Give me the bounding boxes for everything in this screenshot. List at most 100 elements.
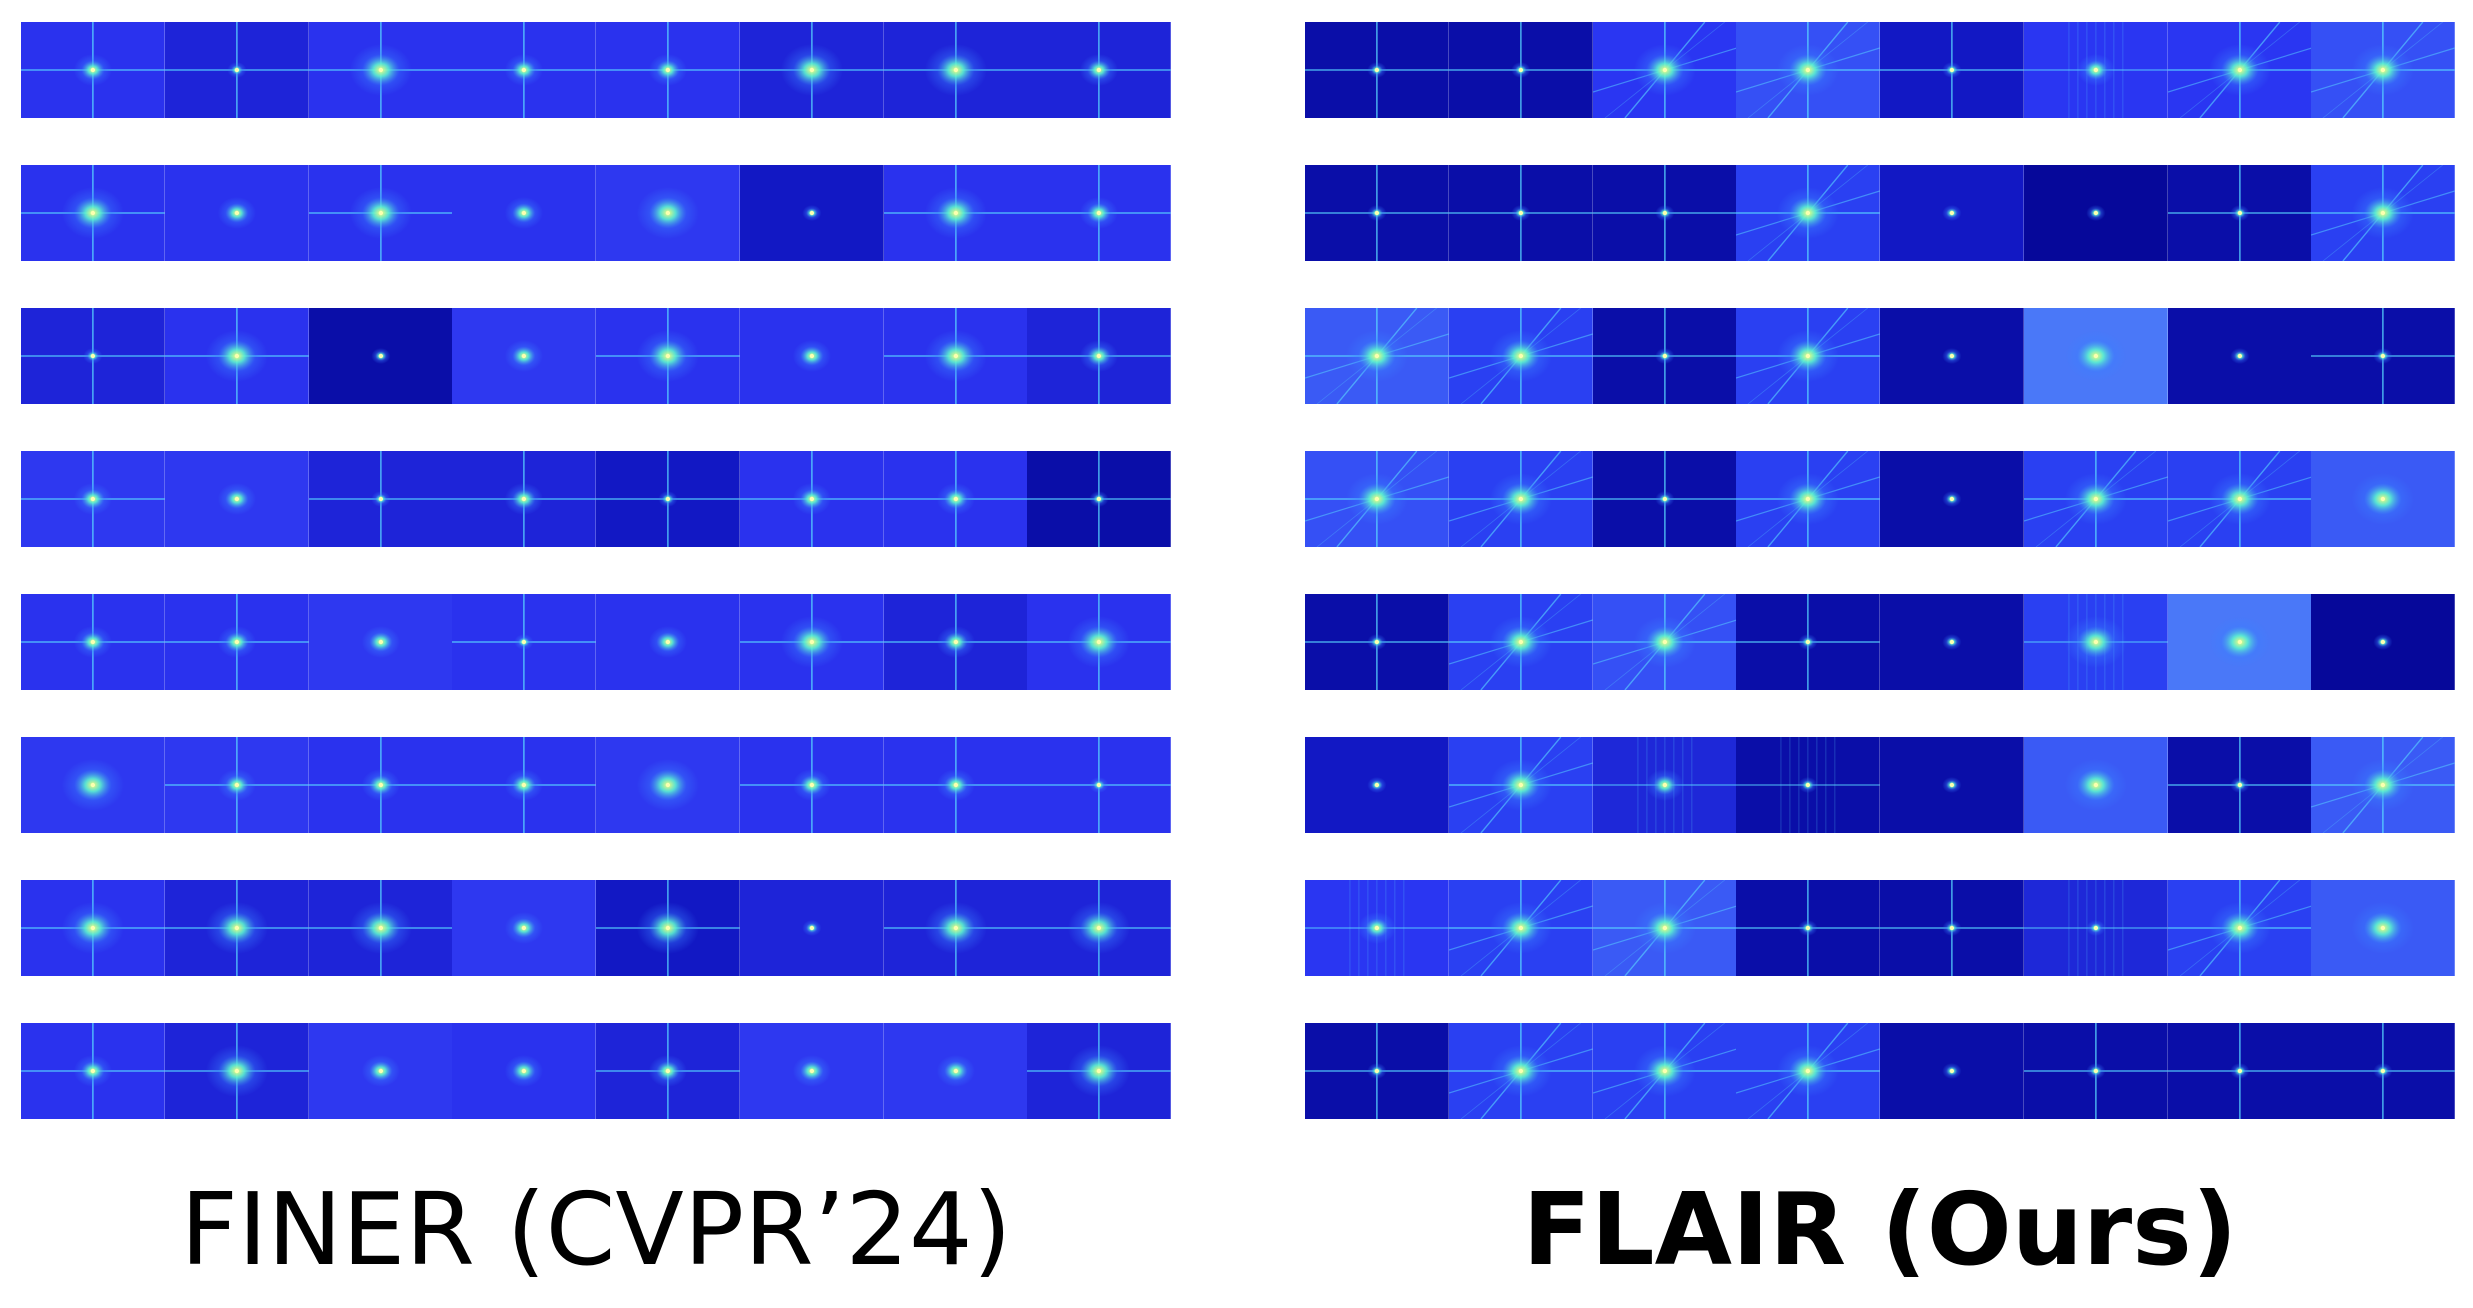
spectrum-tile <box>2167 880 2312 976</box>
spectrum-tile <box>2167 22 2312 118</box>
spectrum-tile <box>739 1023 884 1119</box>
spectrum-tile <box>308 880 453 976</box>
spectrum-tile <box>2167 1023 2312 1119</box>
spectrum-tile <box>1305 594 1449 690</box>
spectrum-row <box>1305 737 2455 833</box>
spectrum-tile <box>2023 594 2168 690</box>
spectrum-tile <box>308 22 453 118</box>
spectrum-tile <box>21 880 165 976</box>
spectrum-tile <box>1448 594 1593 690</box>
spectrum-tile <box>1448 308 1593 404</box>
spectrum-tile <box>2167 737 2312 833</box>
spectrum-tile <box>1736 594 1880 690</box>
spectrum-tile <box>21 165 165 261</box>
spectrum-tile <box>1448 737 1593 833</box>
spectrum-tile <box>21 451 165 547</box>
spectrum-tile <box>1592 308 1737 404</box>
spectrum-tile <box>1448 880 1593 976</box>
spectrum-tile <box>739 22 884 118</box>
spectrum-row <box>21 308 1171 404</box>
spectrum-tile <box>308 165 453 261</box>
spectrum-tile <box>1880 737 2024 833</box>
spectrum-tile <box>1027 880 1171 976</box>
spectrum-tile <box>308 737 453 833</box>
spectrum-tile <box>1448 22 1593 118</box>
spectrum-tile <box>596 594 740 690</box>
spectrum-row <box>21 594 1171 690</box>
spectrum-row <box>1305 22 2455 118</box>
spectrum-tile <box>596 1023 740 1119</box>
spectrum-row <box>1305 165 2455 261</box>
spectrum-tile <box>2311 308 2455 404</box>
spectrum-tile <box>21 22 165 118</box>
spectrum-tile <box>1305 1023 1449 1119</box>
spectrum-tile <box>1305 880 1449 976</box>
spectrum-tile <box>1880 165 2024 261</box>
spectrum-tile <box>1592 22 1737 118</box>
spectrum-tile <box>452 737 596 833</box>
spectrum-tile <box>452 594 596 690</box>
caption-flair: FLAIR (Ours) <box>1522 1171 2238 1288</box>
spectrum-tile <box>1880 880 2024 976</box>
spectrum-tile <box>596 22 740 118</box>
spectrum-row <box>21 880 1171 976</box>
spectrum-tile <box>883 737 1028 833</box>
spectrum-tile <box>1027 165 1171 261</box>
spectrum-tile <box>2023 451 2168 547</box>
spectrum-tile <box>2311 594 2455 690</box>
spectrum-row <box>1305 308 2455 404</box>
spectrum-tile <box>164 737 309 833</box>
spectrum-tile <box>308 451 453 547</box>
spectrum-tile <box>1592 737 1737 833</box>
spectrum-tile <box>2311 451 2455 547</box>
spectrum-tile <box>21 737 165 833</box>
spectrum-tile <box>2311 737 2455 833</box>
spectrum-row <box>21 165 1171 261</box>
spectrum-tile <box>1448 451 1593 547</box>
spectrum-tile <box>2311 880 2455 976</box>
spectrum-tile <box>1027 594 1171 690</box>
spectrum-row <box>1305 451 2455 547</box>
spectrum-tile <box>2311 165 2455 261</box>
spectrum-tile <box>452 1023 596 1119</box>
spectrum-tile <box>308 1023 453 1119</box>
spectrum-grid-finer <box>21 22 1171 1166</box>
spectrum-tile <box>739 308 884 404</box>
spectrum-tile <box>452 308 596 404</box>
spectrum-tile <box>1592 594 1737 690</box>
spectrum-row <box>21 737 1171 833</box>
spectrum-row <box>21 1023 1171 1119</box>
spectrum-tile <box>1448 1023 1593 1119</box>
spectrum-tile <box>2023 1023 2168 1119</box>
spectrum-tile <box>596 880 740 976</box>
spectrum-tile <box>1592 165 1737 261</box>
spectrum-tile <box>1027 737 1171 833</box>
spectrum-tile <box>1027 308 1171 404</box>
spectrum-tile <box>452 880 596 976</box>
spectrum-tile <box>1736 165 1880 261</box>
spectrum-tile <box>1027 451 1171 547</box>
spectrum-tile <box>2023 308 2168 404</box>
spectrum-tile <box>1880 308 2024 404</box>
spectrum-tile <box>1305 451 1449 547</box>
spectrum-tile <box>1592 1023 1737 1119</box>
spectrum-tile <box>596 308 740 404</box>
spectrum-tile <box>1448 165 1593 261</box>
spectrum-tile <box>1880 1023 2024 1119</box>
spectrum-tile <box>1736 308 1880 404</box>
spectrum-tile <box>164 308 309 404</box>
spectrum-tile <box>21 594 165 690</box>
spectrum-tile <box>883 165 1028 261</box>
spectrum-tile <box>21 308 165 404</box>
spectrum-tile <box>2023 165 2168 261</box>
spectrum-tile <box>2167 451 2312 547</box>
spectrum-tile <box>1736 22 1880 118</box>
spectrum-tile <box>1305 737 1449 833</box>
spectrum-tile <box>308 308 453 404</box>
spectrum-tile <box>1592 880 1737 976</box>
spectrum-tile <box>596 165 740 261</box>
spectrum-tile <box>883 451 1028 547</box>
spectrum-tile <box>452 165 596 261</box>
spectrum-tile <box>1305 308 1449 404</box>
panel-flair: FLAIR (Ours) <box>1305 0 2455 1308</box>
